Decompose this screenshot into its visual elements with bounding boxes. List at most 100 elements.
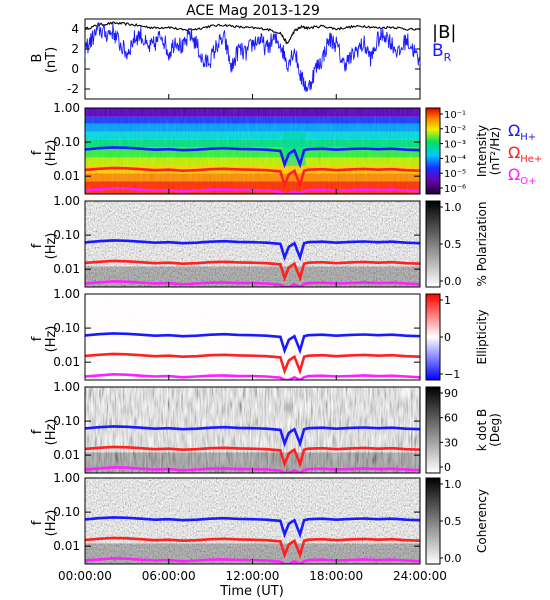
colorbar-tick-label: 0 bbox=[444, 461, 451, 474]
omega-he-line bbox=[85, 445, 420, 469]
kdotb-colorbar bbox=[425, 386, 441, 474]
omega-o-line bbox=[85, 186, 420, 194]
coherency-texture bbox=[85, 478, 420, 564]
freq-tick-label: 0.01 bbox=[53, 448, 80, 462]
freq-tick-label: 0.01 bbox=[53, 262, 80, 276]
freq-tick-label: 0.10 bbox=[53, 228, 80, 242]
omega-he-symbol: Ω bbox=[508, 143, 520, 162]
time-axis-label: Time (UT) bbox=[219, 584, 284, 599]
freq-tick-label: 0.10 bbox=[53, 505, 80, 519]
panel-b-field: 420-2 B (nT) |B| BR bbox=[30, 18, 456, 100]
omega-h-line bbox=[85, 332, 420, 355]
freq-tick-label: 0.10 bbox=[53, 321, 80, 335]
omega-he-sub: He+ bbox=[520, 154, 542, 165]
panel-b-frame bbox=[84, 18, 421, 100]
intensity-texture bbox=[85, 108, 420, 194]
b-ytick-label: 2 bbox=[71, 42, 79, 56]
time-axis: 00:00:00 06:00:00 12:00:00 18:00:00 24:00:00 bbox=[58, 94, 447, 583]
b-yaxis-ticks: 4 2 0 -2 bbox=[67, 22, 420, 96]
freq-label-unit: (Hz) bbox=[44, 326, 59, 353]
legend-radial-symbol: B bbox=[432, 41, 444, 61]
omega-h-line bbox=[85, 146, 420, 169]
colorbar-tick-label: 90 bbox=[444, 387, 458, 400]
colorbar-tick-label: 0 bbox=[444, 331, 451, 344]
colorbar-tick-label: −1 bbox=[444, 368, 460, 381]
intensity-colorbar bbox=[425, 107, 441, 195]
b-ylabel-symbol: B bbox=[30, 54, 45, 63]
time-tick-label: 24:00:00 bbox=[393, 569, 447, 583]
freq-tick-label: 1.00 bbox=[53, 471, 80, 485]
freq-tick-label: 0.10 bbox=[53, 414, 80, 428]
omega-o-line bbox=[85, 372, 420, 380]
spectrogram-kdotb bbox=[85, 387, 420, 473]
spectrogram-coherency bbox=[85, 478, 420, 564]
colorbar-tick-label: 10⁻¹ bbox=[444, 110, 466, 121]
colorbar-tick-label: 1.0 bbox=[444, 478, 462, 491]
legend-radial-sub: R bbox=[444, 51, 452, 64]
b-ytick-label: 4 bbox=[71, 22, 79, 36]
polarization-colorbar-label: % Polarization bbox=[475, 202, 489, 287]
time-tick-label: 00:00:00 bbox=[58, 569, 112, 583]
freq-label-symbol: f bbox=[30, 150, 45, 155]
omega-he-line bbox=[85, 259, 420, 283]
freq-label-symbol: f bbox=[30, 243, 45, 248]
colorbar-tick-label: 60 bbox=[444, 412, 458, 425]
b-ytick-label: -2 bbox=[67, 82, 79, 96]
colorbar-tick-label: 10⁻³ bbox=[444, 140, 466, 151]
colorbar-tick-label: 0.0 bbox=[444, 275, 462, 288]
omega-h-line bbox=[85, 239, 420, 262]
colorbar-tick-label: 1.0 bbox=[444, 201, 462, 214]
time-tick-label: 18:00:00 bbox=[309, 569, 363, 583]
omega-h-sub: H+ bbox=[520, 132, 536, 143]
omega-he-line bbox=[85, 352, 420, 376]
figure-title: ACE Mag 2013-129 bbox=[186, 3, 320, 19]
freq-label-unit: (Hz) bbox=[44, 233, 59, 260]
colorbar-tick-label: 10⁻² bbox=[444, 125, 466, 136]
omega-o-line bbox=[85, 556, 420, 564]
legend-radial-field: BR bbox=[432, 41, 452, 64]
colorbar-tick-label: 0.5 bbox=[444, 515, 462, 528]
omega-o-sub: O+ bbox=[520, 176, 536, 187]
intensity-colorbar-unit: (nT²/Hz) bbox=[488, 127, 502, 175]
freq-label-symbol: f bbox=[30, 336, 45, 341]
freq-tick-label: 1.00 bbox=[53, 380, 80, 394]
spectrogram-intensity bbox=[85, 108, 420, 194]
panel-polarization: 1.00 0.10 0.01 f (Hz) 1.0 0.5 0.0 % Polarization bbox=[30, 194, 489, 288]
kdotb-colorbar-label: k dot B bbox=[475, 409, 489, 451]
freq-tick-label: 0.01 bbox=[53, 355, 80, 369]
omega-h-line bbox=[85, 516, 420, 539]
spectrogram-polarization bbox=[85, 201, 420, 287]
freq-label-symbol: f bbox=[30, 520, 45, 525]
colorbar-tick-label: 0.5 bbox=[444, 238, 462, 251]
time-tick-label: 12:00:00 bbox=[226, 569, 280, 583]
freq-label-unit: (Hz) bbox=[44, 419, 59, 446]
colorbar-tick-label: 1 bbox=[444, 294, 451, 307]
omega-he-line bbox=[85, 536, 420, 560]
freq-tick-label: 0.01 bbox=[53, 169, 80, 183]
panel-intensity: 1.00 0.10 0.01 f (Hz) 10⁻¹ 10⁻² 10⁻³ 10⁻⁴ 10⁻⁵ 10⁻… bbox=[30, 101, 502, 195]
omega-o-line bbox=[85, 465, 420, 473]
omega-he-line bbox=[85, 166, 420, 190]
freq-tick-label: 1.00 bbox=[53, 101, 80, 115]
freq-tick-label: 1.00 bbox=[53, 194, 80, 208]
time-tick-label: 06:00:00 bbox=[142, 569, 196, 583]
coherency-colorbar-label: Coherency bbox=[475, 489, 489, 553]
colorbar-tick-label: 0.0 bbox=[444, 552, 462, 565]
ellipticity-colorbar bbox=[425, 293, 441, 381]
b-ytick-label: 0 bbox=[71, 62, 79, 76]
intensity-colorbar-label: Intensity bbox=[475, 125, 489, 177]
polarization-texture bbox=[85, 201, 420, 287]
b-ylabel-unit: (nT) bbox=[44, 47, 59, 73]
kdotb-colorbar-unit: (Deg) bbox=[488, 413, 502, 447]
panel-ellipticity: 1.00 0.10 0.01 f (Hz) 1 0 −1 Ellipticity bbox=[30, 287, 489, 381]
spectrogram-ellipticity bbox=[85, 294, 420, 380]
colorbar-tick-label: 10⁻⁵ bbox=[444, 169, 466, 180]
ellipticity-colorbar-label: Ellipticity bbox=[475, 310, 489, 365]
omega-h-label: ΩH+ bbox=[508, 121, 536, 143]
polarization-colorbar bbox=[425, 200, 441, 288]
freq-label-unit: (Hz) bbox=[44, 140, 59, 167]
kdotb-texture bbox=[85, 387, 420, 473]
omega-o-symbol: Ω bbox=[508, 165, 520, 184]
colorbar-tick-label: 30 bbox=[444, 436, 458, 449]
